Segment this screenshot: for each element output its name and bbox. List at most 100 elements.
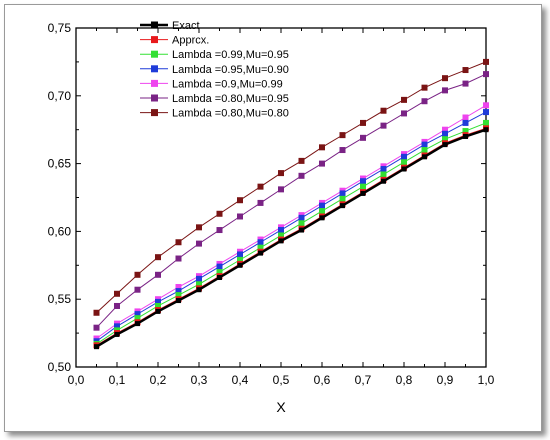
data-point <box>483 119 489 126</box>
x-tick-label: 0,4 <box>232 373 249 387</box>
data-point <box>134 286 141 293</box>
data-point <box>155 254 161 261</box>
data-point <box>483 58 489 65</box>
legend-label: Exact <box>172 20 200 32</box>
legend-label: Lambda =0.99,Mu=0.95 <box>172 49 289 61</box>
data-point <box>442 87 448 94</box>
x-tick-label: 0,1 <box>109 373 126 387</box>
data-point <box>257 183 264 190</box>
x-tick-label: 0,9 <box>437 373 454 387</box>
series-line <box>96 111 487 342</box>
series-line <box>96 104 487 339</box>
x-tick-label: 0,6 <box>314 373 331 387</box>
x-tick-label: 0,5 <box>273 373 290 387</box>
data-point <box>421 147 428 154</box>
data-point <box>381 178 386 184</box>
data-point <box>278 170 284 177</box>
legend: Exact Apprcx. Lambda =0.99,Mu=0.95 Lambda =… <box>140 20 289 120</box>
x-tick-label: 0,2 <box>150 373 167 387</box>
data-point <box>299 227 304 233</box>
series-line <box>96 61 487 314</box>
data-point <box>422 154 427 160</box>
y-tick-label: 0,70 <box>48 89 72 103</box>
data-point <box>237 262 243 268</box>
data-point <box>360 119 366 126</box>
data-point <box>155 298 161 305</box>
data-point <box>114 290 120 297</box>
data-point <box>257 239 264 246</box>
data-point <box>462 128 469 135</box>
data-point <box>339 195 346 202</box>
legend-marker <box>151 36 158 44</box>
data-point <box>319 215 325 221</box>
data-point <box>360 190 366 196</box>
data-point <box>401 96 407 103</box>
y-tick-label: 0,65 <box>48 157 72 171</box>
data-point <box>237 197 243 204</box>
data-point <box>340 203 345 209</box>
data-point <box>175 239 182 246</box>
data-point <box>93 324 100 331</box>
data-point <box>237 213 243 220</box>
data-point <box>462 80 469 87</box>
data-point <box>462 119 469 126</box>
series-0 <box>94 127 489 350</box>
x-axis: 0,0 0,1 0,2 0,3 0,4 0,5 0,6 0,7 0,8 0,9 1,0 <box>68 28 495 387</box>
x-tick-label: 0,8 <box>396 373 413 387</box>
data-point <box>216 263 223 270</box>
data-point <box>176 298 181 304</box>
x-tick-label: 0,0 <box>68 373 85 387</box>
legend-marker <box>151 94 158 102</box>
data-point <box>216 210 223 217</box>
x-axis-title: X <box>276 399 286 415</box>
series-line <box>96 122 487 345</box>
series-line <box>96 73 487 329</box>
data-point <box>298 214 305 221</box>
data-point <box>175 255 182 262</box>
data-point <box>319 160 325 167</box>
legend-marker <box>151 21 158 29</box>
data-point <box>380 107 387 114</box>
series-5 <box>93 71 489 331</box>
data-point <box>196 281 202 288</box>
data-point <box>134 271 141 278</box>
legend-label: Lambda =0.80,Mu=0.80 <box>172 108 289 120</box>
legend-label: Lambda =0.95,Mu=0.90 <box>172 64 289 76</box>
data-point <box>175 288 182 295</box>
data-point <box>135 321 140 327</box>
data-point <box>175 283 182 290</box>
data-point <box>442 142 448 148</box>
data-point <box>114 302 120 309</box>
series-6 <box>93 58 489 316</box>
data-point <box>278 186 284 193</box>
data-point <box>442 126 448 133</box>
legend-marker <box>151 109 158 117</box>
x-tick-label: 0,7 <box>355 373 372 387</box>
data-point <box>463 133 468 139</box>
data-point <box>196 224 202 231</box>
series-3 <box>93 109 489 345</box>
data-point <box>114 323 120 330</box>
data-point <box>401 166 407 172</box>
y-tick-label: 0,50 <box>48 360 72 374</box>
data-point <box>196 240 202 247</box>
data-point <box>319 208 325 215</box>
data-point <box>216 269 223 276</box>
x-tick-label: 1,0 <box>478 373 495 387</box>
series-line <box>95 128 487 348</box>
data-point <box>401 153 407 160</box>
data-point <box>442 75 448 82</box>
data-point <box>442 136 448 143</box>
y-tick-label: 0,75 <box>48 21 72 35</box>
x-tick-label: 0,3 <box>191 373 208 387</box>
data-point <box>237 251 243 258</box>
legend-marker <box>151 50 158 58</box>
y-tick-label: 0,60 <box>48 224 72 238</box>
data-point <box>421 84 428 91</box>
data-point <box>380 122 387 129</box>
data-point <box>257 244 264 251</box>
data-point <box>175 292 182 299</box>
data-point <box>421 141 428 148</box>
data-point <box>257 199 264 206</box>
